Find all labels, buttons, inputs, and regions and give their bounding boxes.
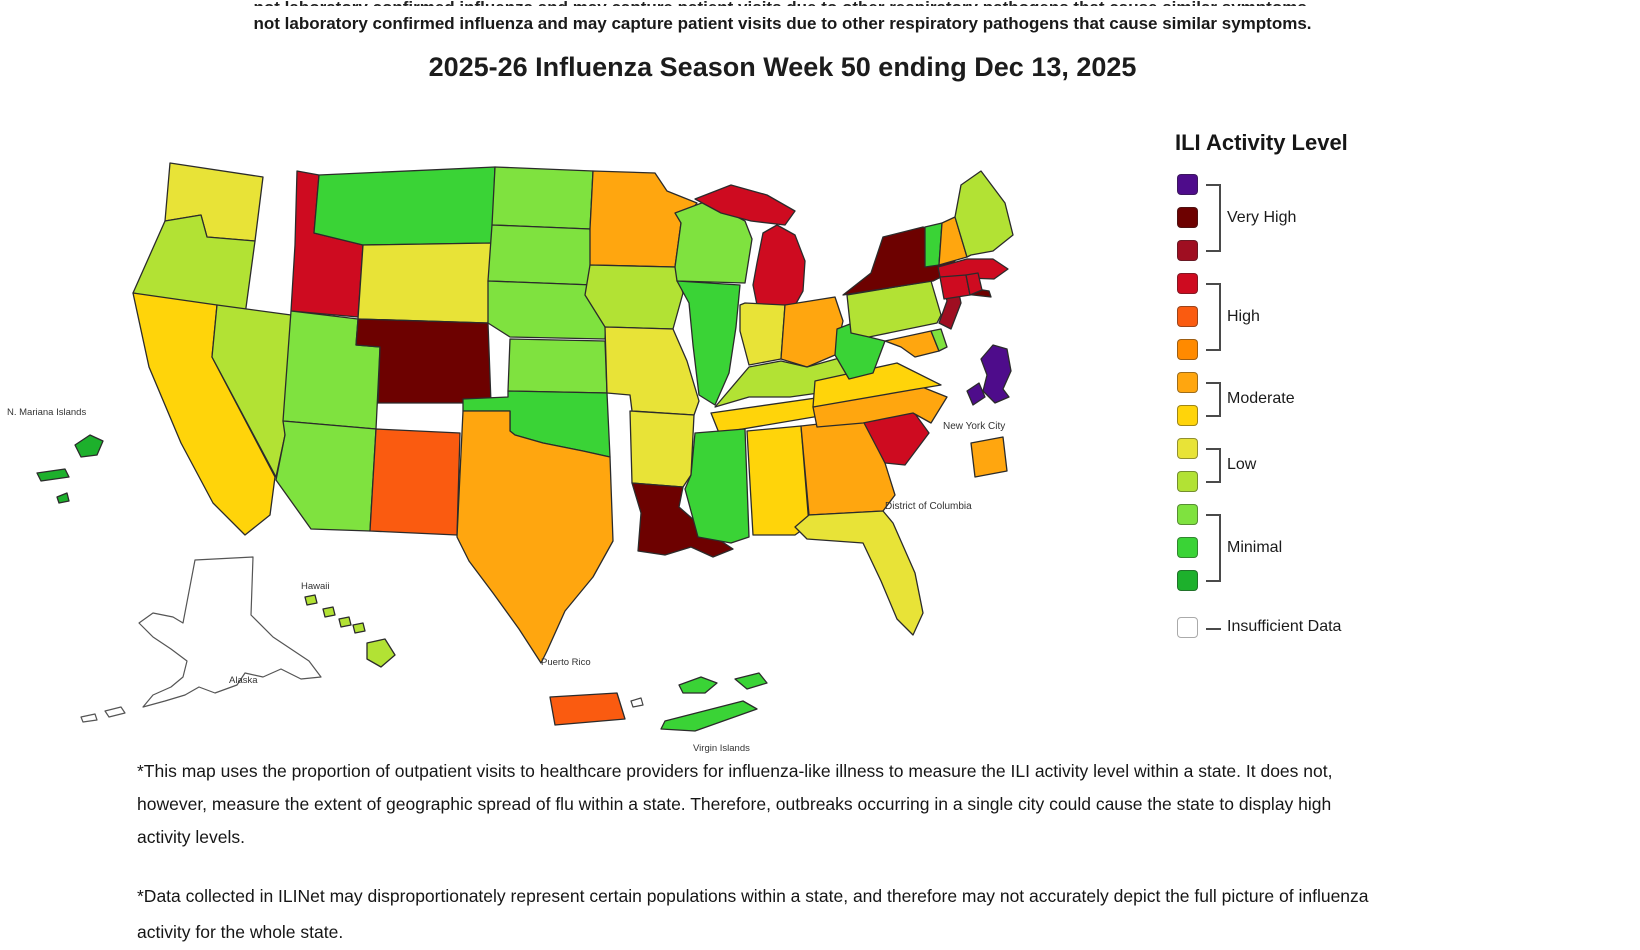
state-IN[interactable] (739, 302, 786, 366)
state-CT[interactable] (939, 274, 971, 300)
state-VI[interactable] (734, 672, 768, 690)
state-KS[interactable] (507, 338, 608, 394)
us-choropleth-map: N. Mariana Islands Alaska Hawaii Puerto … (7, 162, 1014, 754)
state-AK[interactable] (138, 556, 322, 708)
legend-swatch-level-5 (1177, 438, 1198, 459)
footnotes: *This map uses the proportion of outpati… (137, 755, 1387, 950)
state-AL[interactable] (746, 425, 810, 536)
state-PR[interactable] (549, 692, 626, 726)
legend-dash (1206, 627, 1221, 630)
state-MS[interactable] (684, 428, 750, 544)
state-VA[interactable] (812, 362, 942, 408)
legend-bracket-very-high (1206, 183, 1221, 252)
legend-swatch-level-2 (1177, 537, 1198, 558)
legend-swatch-level-3 (1177, 504, 1198, 525)
legend-swatch-level-1 (1177, 570, 1198, 591)
state-IA[interactable] (584, 264, 684, 330)
legend-swatch-level-13 (1177, 174, 1198, 195)
legend: ILI Activity Level Very High High Moderate… (1175, 130, 1475, 650)
label-mariana-islands: N. Mariana Islands (7, 407, 86, 418)
map-note: not laboratory confirmed influenza and m… (253, 14, 1312, 33)
legend-bracket-low (1206, 447, 1221, 483)
state-DE[interactable] (930, 328, 948, 352)
state-NM[interactable] (369, 428, 461, 536)
state-MI[interactable] (694, 184, 796, 226)
footnote-1: *This map uses the proportion of outpati… (137, 761, 1333, 847)
legend-swatch-level-6 (1177, 405, 1198, 426)
state-NYC[interactable] (966, 382, 986, 406)
legend-bracket-high (1206, 282, 1221, 351)
label-puerto-rico: Puerto Rico (541, 657, 591, 668)
label-virgin-islands: Virgin Islands (693, 743, 750, 754)
legend-label-high: High (1227, 307, 1260, 325)
legend-swatch-level-4 (1177, 471, 1198, 492)
state-ME[interactable] (954, 170, 1014, 258)
state-SD[interactable] (487, 224, 594, 286)
state-AZ[interactable] (275, 420, 377, 532)
state-MO[interactable] (604, 326, 700, 416)
label-alaska: Alaska (229, 675, 258, 686)
legend-bracket-minimal (1206, 513, 1221, 582)
state-MP[interactable] (74, 434, 104, 458)
footnote-2: *Data collected in ILINet may disproport… (137, 886, 1369, 942)
state-VI[interactable] (660, 700, 758, 732)
state-DC[interactable] (970, 436, 1008, 478)
state-NYC[interactable] (980, 344, 1012, 404)
state-HI[interactable] (352, 622, 366, 634)
state-VI[interactable] (678, 676, 718, 694)
state-MP[interactable] (36, 468, 70, 482)
puerto-rico-islets (630, 697, 644, 708)
state-MI[interactable] (752, 224, 806, 310)
label-new-york-city: New York City (943, 421, 1005, 432)
legend-swatch-level-9 (1177, 306, 1198, 327)
state-HI[interactable] (366, 638, 396, 668)
state-HI[interactable] (338, 616, 352, 628)
legend-swatch-level-10 (1177, 273, 1198, 294)
label-hawaii: Hawaii (301, 581, 330, 592)
state-WY[interactable] (357, 242, 493, 324)
state-AK[interactable] (80, 713, 98, 723)
state-RI[interactable] (965, 272, 983, 296)
clipped-text-top: not laboratory confirmed influenza and m… (0, 0, 1565, 6)
legend-bracket-moderate (1206, 381, 1221, 417)
legend-swatch-insufficient (1177, 617, 1198, 638)
state-MD[interactable] (884, 330, 940, 358)
state-ND[interactable] (491, 166, 594, 230)
state-OH[interactable] (780, 296, 844, 368)
state-AK[interactable] (104, 706, 126, 718)
legend-body: Very High High Moderate Low Minimal Insuffici… (1177, 174, 1467, 644)
legend-label-insufficient-data: Insufficient Data (1227, 618, 1342, 635)
state-IL[interactable] (676, 280, 741, 406)
state-TX[interactable] (456, 410, 614, 664)
state-MT[interactable] (313, 166, 496, 246)
state-FL[interactable] (794, 510, 924, 636)
legend-label-very-high: Very High (1227, 208, 1297, 226)
state-MP[interactable] (56, 492, 70, 504)
state-HI[interactable] (322, 606, 336, 618)
legend-label-low: Low (1227, 456, 1257, 473)
legend-swatch-level-7 (1177, 372, 1198, 393)
legend-swatch-level-12 (1177, 207, 1198, 228)
state-AR[interactable] (629, 410, 695, 488)
label-district-of-columbia: District of Columbia (885, 501, 972, 512)
legend-label-minimal: Minimal (1227, 538, 1283, 556)
legend-title: ILI Activity Level (1175, 130, 1348, 155)
legend-swatch-level-11 (1177, 240, 1198, 261)
legend-label-moderate: Moderate (1227, 390, 1295, 407)
state-HI[interactable] (304, 594, 318, 606)
legend-swatch-level-8 (1177, 339, 1198, 360)
page-title: 2025-26 Influenza Season Week 50 ending … (428, 52, 1137, 82)
